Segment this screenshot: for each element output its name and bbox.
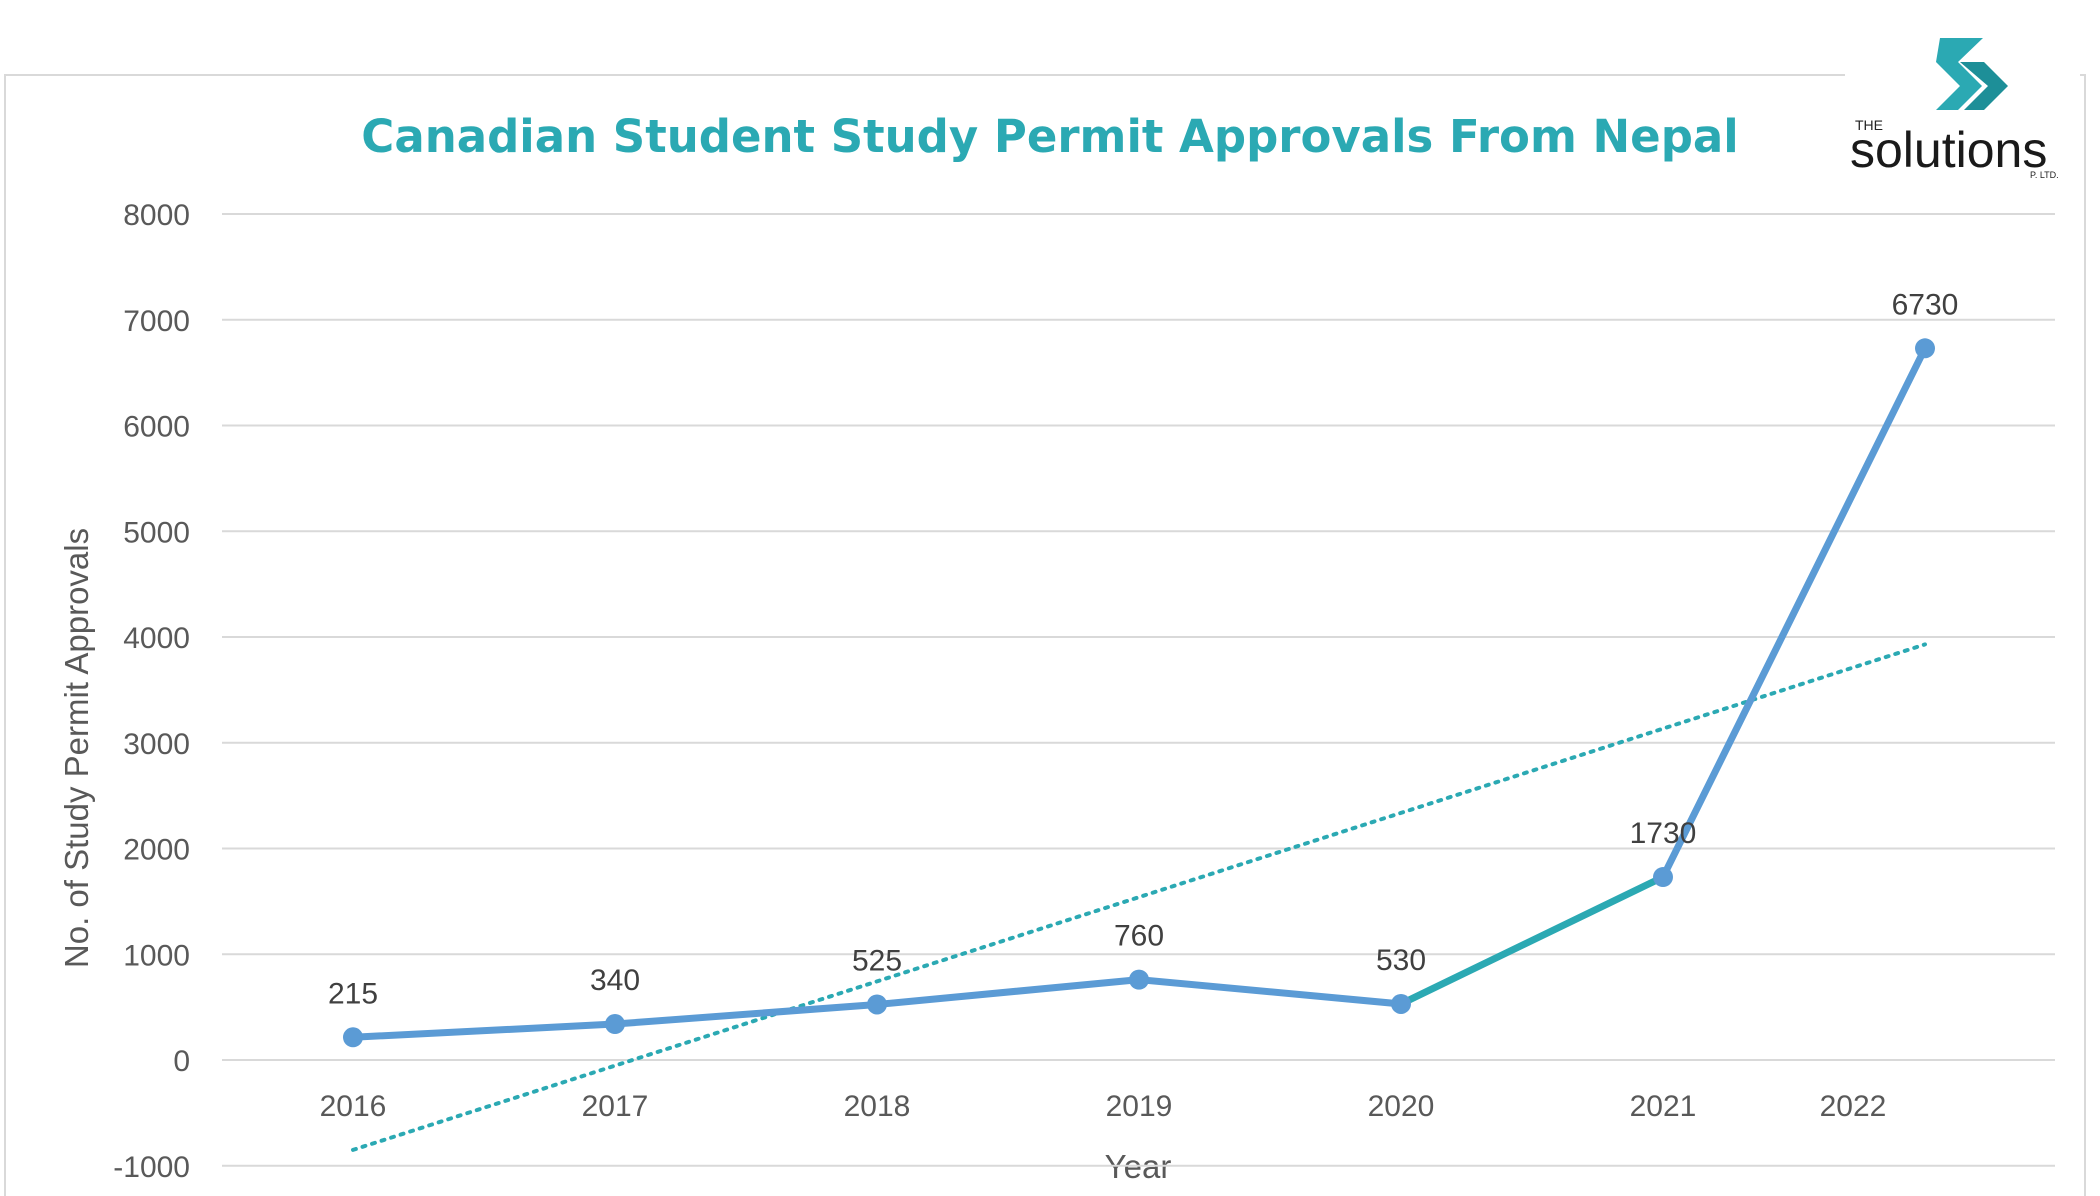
data-point — [1915, 338, 1935, 359]
series-segment — [611, 1000, 881, 1028]
y-tick-label: 7000 — [123, 305, 190, 338]
x-tick-label: 2016 — [320, 1090, 387, 1123]
y-tick-label: 2000 — [123, 834, 190, 867]
data-point — [1391, 993, 1411, 1014]
series-segment — [349, 1020, 619, 1041]
y-axis-title: No. of Study Permit Approvals — [58, 528, 95, 968]
x-tick-label: 2022 — [1820, 1090, 1887, 1123]
data-point — [867, 994, 887, 1015]
y-tick-label: 4000 — [123, 622, 190, 655]
data-point — [343, 1027, 363, 1048]
data-label: 1730 — [1630, 817, 1697, 850]
chart-frame — [4, 74, 2086, 1196]
y-tick-label: -1000 — [113, 1151, 190, 1184]
y-tick-label: 8000 — [123, 199, 190, 232]
company-logo: THE solutions P. LTD. — [1845, 38, 2080, 190]
logo-background — [1845, 40, 2080, 190]
data-label: 530 — [1376, 944, 1426, 977]
logo-mark-icon — [1936, 38, 1983, 110]
data-point — [1129, 969, 1149, 990]
x-tick-label: 2021 — [1630, 1090, 1697, 1123]
x-tick-label: 2020 — [1368, 1090, 1435, 1123]
data-point — [1653, 867, 1673, 888]
series-segment — [873, 976, 1143, 1008]
x-tick-label: 2017 — [582, 1090, 649, 1123]
y-axis-ticks: 8000 7000 6000 5000 4000 3000 2000 1000 0 -1000 — [113, 199, 190, 1184]
x-tick-label: 2018 — [844, 1090, 911, 1123]
data-point — [605, 1014, 625, 1035]
series-points — [343, 338, 1935, 1048]
chart-title: Canadian Student Study Permit Approvals … — [361, 110, 1738, 163]
x-tick-label: 2019 — [1106, 1090, 1173, 1123]
data-labels: 215 340 525 760 530 1730 6730 — [328, 288, 1958, 1010]
y-tick-label: 0 — [173, 1045, 190, 1078]
series-lines — [349, 344, 1929, 1041]
y-tick-label: 5000 — [123, 516, 190, 549]
data-label: 6730 — [1892, 288, 1959, 321]
series-segment — [1397, 873, 1667, 1008]
logo-prefix: THE — [1855, 117, 1883, 133]
series-segment — [1659, 344, 1929, 881]
series-segment — [1135, 976, 1405, 1008]
data-label: 525 — [852, 944, 902, 977]
data-label: 340 — [590, 964, 640, 997]
y-tick-label: 3000 — [123, 728, 190, 761]
logo-suffix: P. LTD. — [2030, 170, 2059, 180]
logo-mark-accent-icon — [1960, 62, 2008, 110]
data-label: 215 — [328, 977, 378, 1010]
y-tick-label: 1000 — [123, 939, 190, 972]
data-label: 760 — [1114, 920, 1164, 953]
logo-name: solutions — [1850, 122, 2047, 178]
gridlines — [222, 213, 2055, 1167]
y-tick-label: 6000 — [123, 411, 190, 444]
x-axis-ticks: 2016 2017 2018 2019 2020 2021 2022 — [320, 1090, 1887, 1123]
